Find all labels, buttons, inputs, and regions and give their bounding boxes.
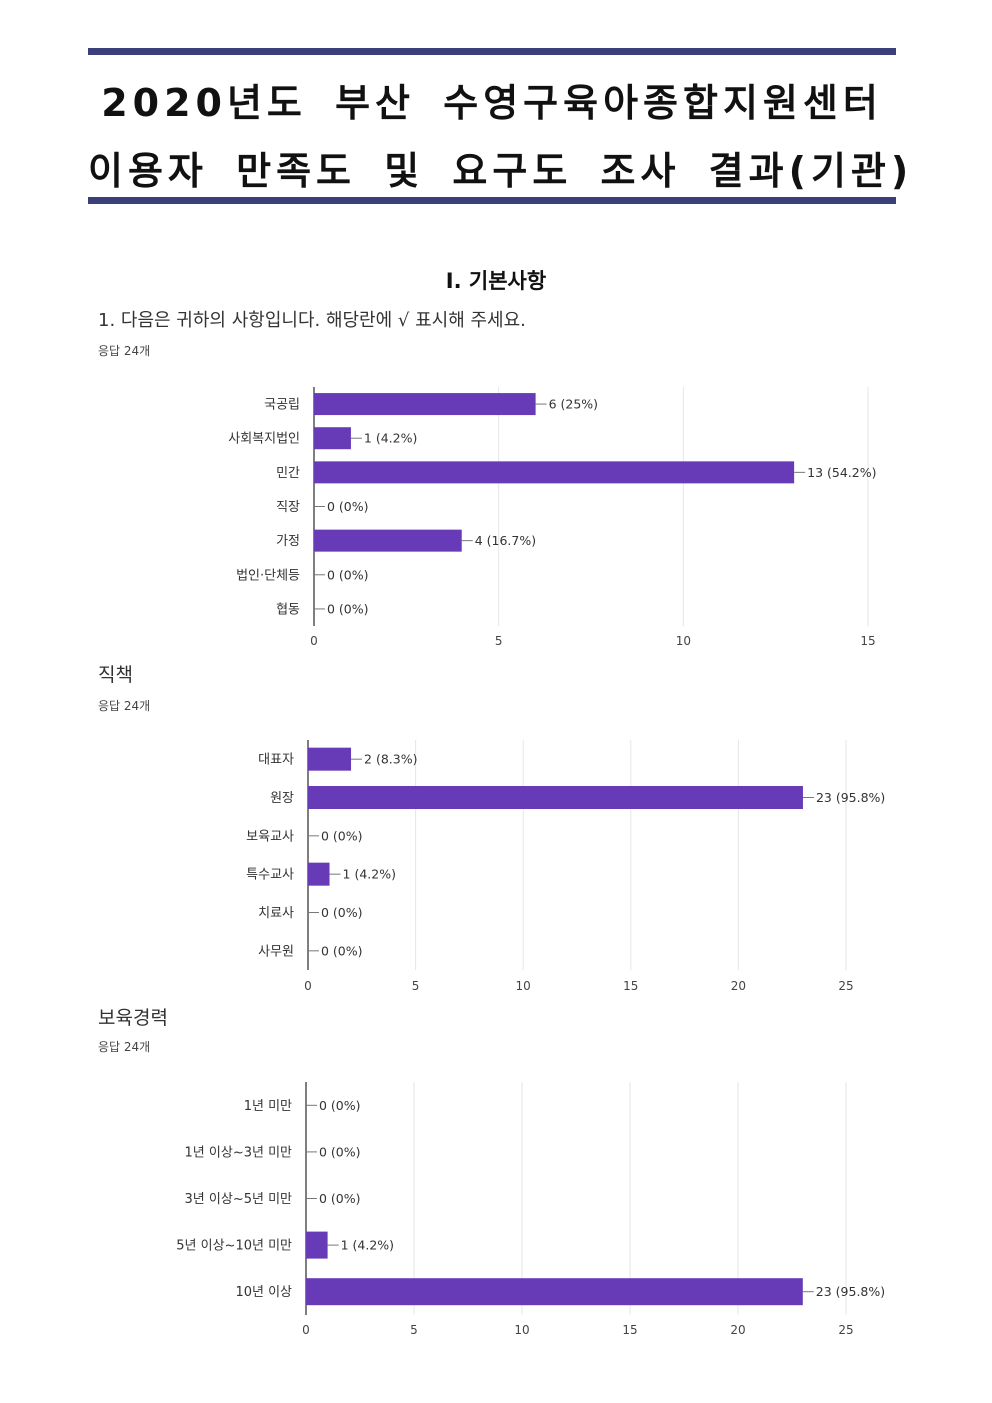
bar [306, 1231, 328, 1259]
data-label: 6 (25%) [549, 397, 598, 412]
data-label: 0 (0%) [327, 567, 369, 582]
data-label: 23 (95.8%) [816, 1284, 885, 1299]
data-label: 0 (0%) [321, 905, 363, 920]
data-label: 0 (0%) [321, 828, 363, 843]
bar [314, 461, 795, 484]
x-tick-label: 5 [412, 979, 420, 993]
title-bottom-rule [88, 197, 896, 204]
category-label: 가정 [276, 534, 300, 549]
section-title: Ⅰ. 기본사항 [445, 269, 547, 293]
category-label: 법인·단체등 [236, 568, 300, 583]
data-label: 0 (0%) [319, 1191, 361, 1206]
category-label: 원장 [270, 791, 294, 806]
data-label: 0 (0%) [327, 499, 369, 514]
question-2-label: 직책 [98, 664, 133, 686]
question-3-response-count: 응답 24개 [98, 1040, 151, 1054]
question-2-response-count: 응답 24개 [98, 699, 151, 713]
x-tick-label: 5 [410, 1323, 418, 1337]
x-tick-label: 20 [731, 979, 746, 993]
category-label: 3년 이상~5년 미만 [185, 1192, 292, 1207]
data-label: 0 (0%) [327, 601, 369, 616]
x-tick-label: 15 [622, 1323, 637, 1337]
category-label: 사회복지법인 [228, 432, 300, 447]
x-tick-label: 0 [304, 979, 312, 993]
data-label: 1 (4.2%) [341, 1238, 394, 1253]
category-label: 대표자 [258, 753, 294, 768]
data-label: 13 (54.2%) [807, 465, 876, 480]
data-label: 0 (0%) [319, 1144, 361, 1159]
category-label: 직장 [276, 500, 300, 515]
category-label: 사무원 [258, 944, 294, 959]
category-label: 협동 [276, 602, 300, 617]
data-label: 0 (0%) [321, 943, 363, 958]
x-tick-label: 15 [860, 634, 875, 648]
x-tick-label: 10 [516, 979, 531, 993]
bar [306, 1278, 803, 1306]
page-title-line-1: 2020년도 부산 수영구육아종합지원센터 [101, 81, 883, 125]
category-label: 치료사 [258, 906, 294, 921]
title-top-rule [88, 48, 896, 55]
data-label: 2 (8.3%) [364, 752, 417, 767]
category-label: 5년 이상~10년 미만 [176, 1239, 292, 1254]
question-1-label: 1. 다음은 귀하의 사항입니다. 해당란에 √ 표시해 주세요. [98, 310, 526, 331]
bar [308, 786, 803, 809]
x-tick-label: 20 [730, 1323, 745, 1337]
x-tick-label: 10 [676, 634, 691, 648]
x-tick-label: 10 [514, 1323, 529, 1337]
page-title-line-2: 이용자 만족도 및 요구도 조사 결과(기관) [88, 149, 914, 193]
bar [314, 427, 351, 450]
x-tick-label: 5 [495, 634, 503, 648]
question-1-response-count: 응답 24개 [98, 344, 151, 358]
bar [314, 393, 536, 416]
data-label: 23 (95.8%) [816, 790, 885, 805]
x-tick-label: 25 [838, 1323, 853, 1337]
category-label: 특수교사 [246, 868, 294, 883]
category-label: 1년 이상~3년 미만 [185, 1145, 292, 1160]
category-label: 1년 미만 [244, 1099, 292, 1114]
question-3-label: 보육경력 [98, 1007, 168, 1029]
data-label: 1 (4.2%) [343, 867, 396, 882]
bar [308, 747, 352, 771]
category-label: 10년 이상 [235, 1285, 292, 1300]
x-tick-label: 0 [302, 1323, 310, 1337]
category-label: 국공립 [264, 398, 300, 413]
bar [314, 529, 462, 552]
x-tick-label: 15 [623, 979, 638, 993]
data-label: 0 (0%) [319, 1098, 361, 1113]
x-tick-label: 25 [838, 979, 853, 993]
bar [308, 862, 330, 886]
x-tick-label: 0 [310, 634, 318, 648]
category-label: 보육교사 [246, 829, 294, 844]
data-label: 1 (4.2%) [364, 431, 417, 446]
category-label: 민간 [276, 466, 300, 481]
data-label: 4 (16.7%) [475, 533, 536, 548]
